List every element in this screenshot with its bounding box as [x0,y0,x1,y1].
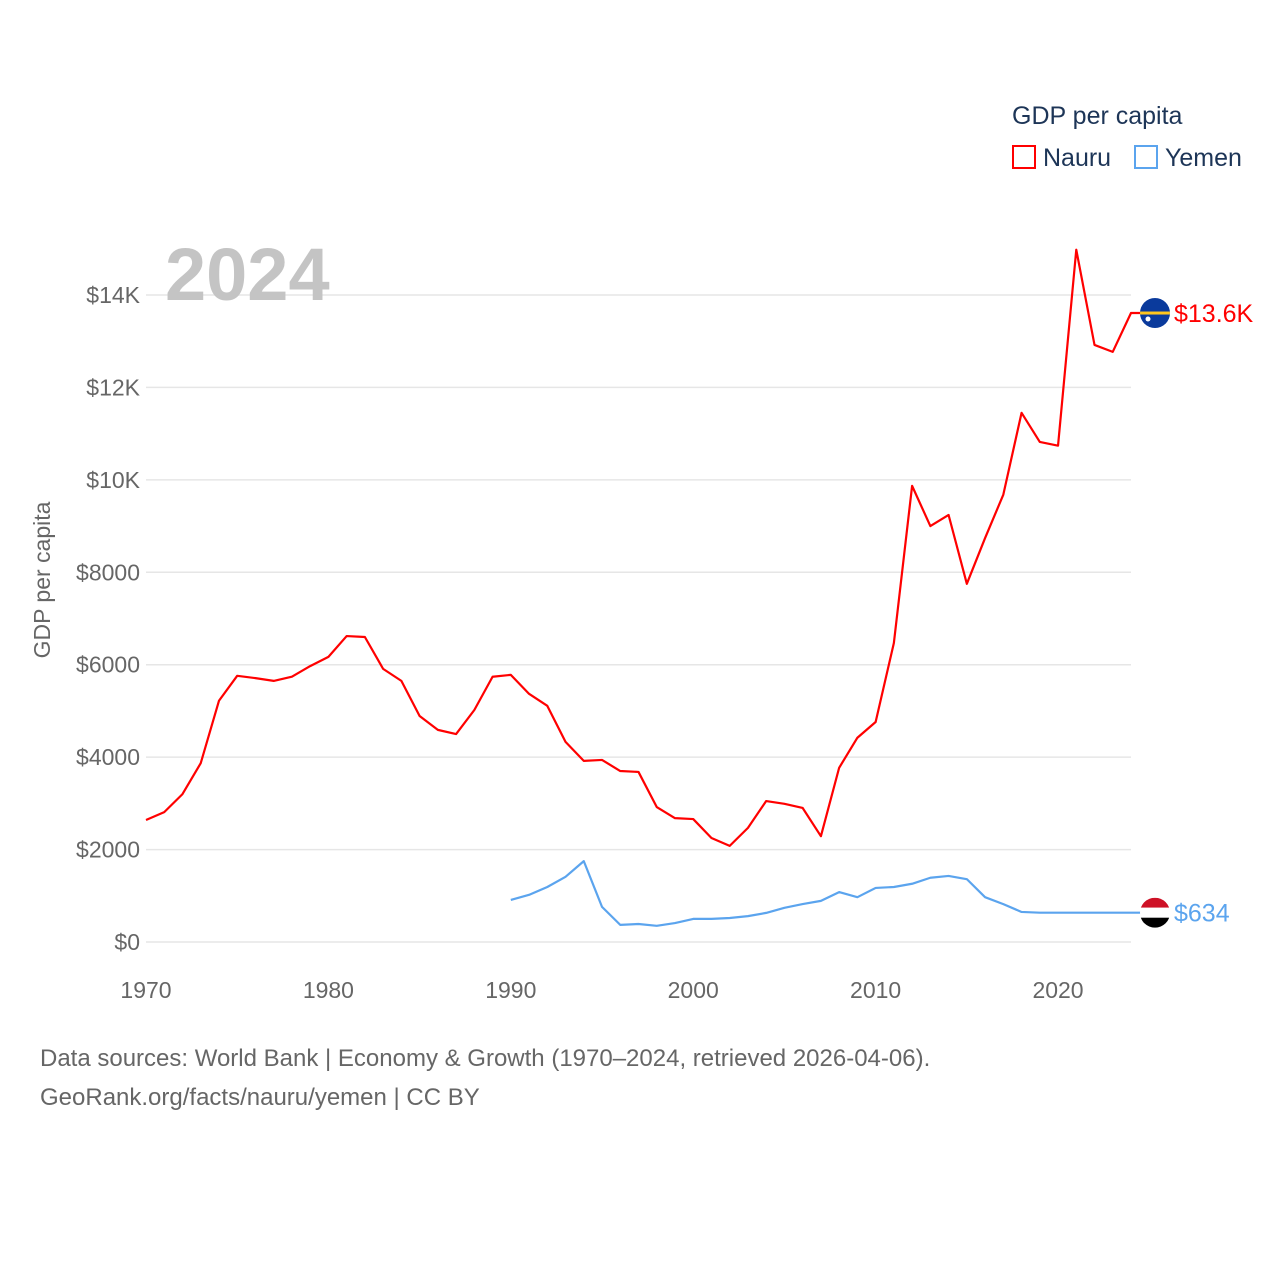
y-tick-label: $8000 [76,559,140,585]
legend-label-yemen: Yemen [1165,144,1242,172]
x-tick-label: 1980 [303,977,354,1003]
y-tick-label: $14K [86,282,140,308]
y-tick-label: $12K [86,374,140,400]
x-tick-label: 2010 [850,977,901,1003]
series-line-nauru[interactable] [145,248,1155,847]
x-tick-label: 2000 [668,977,719,1003]
y-tick-label: $2000 [76,837,140,863]
y-tick-label: $0 [114,929,140,955]
legend-title: GDP per capita [1012,102,1183,130]
year-watermark: 2024 [165,233,330,316]
x-tick-label: 1970 [120,977,171,1003]
y-tick-label: $6000 [76,652,140,678]
end-label-nauru: $13.6K [1174,300,1254,328]
y-tick-label: $4000 [76,744,140,770]
x-tick-label: 2020 [1032,977,1083,1003]
footer-sources: Data sources: World Bank | Economy & Gro… [40,1045,931,1072]
legend-swatch-nauru [1012,145,1036,169]
legend-item-nauru[interactable]: Nauru [1012,144,1111,172]
yemen-flag-icon [1140,897,1170,928]
y-tick-label: $10K [86,467,140,493]
nauru-flag-icon [1140,298,1170,329]
end-label-yemen: $634 [1174,900,1230,928]
footer-link[interactable]: GeoRank.org/facts/nauru/yemen | CC BY [40,1084,480,1111]
legend-swatch-yemen [1134,145,1158,169]
x-tick-label: 1990 [485,977,536,1003]
series-line-yemen[interactable] [510,860,1155,927]
y-axis-label: GDP per capita [29,501,55,658]
legend-label-nauru: Nauru [1043,144,1111,172]
legend-item-yemen[interactable]: Yemen [1134,144,1242,172]
